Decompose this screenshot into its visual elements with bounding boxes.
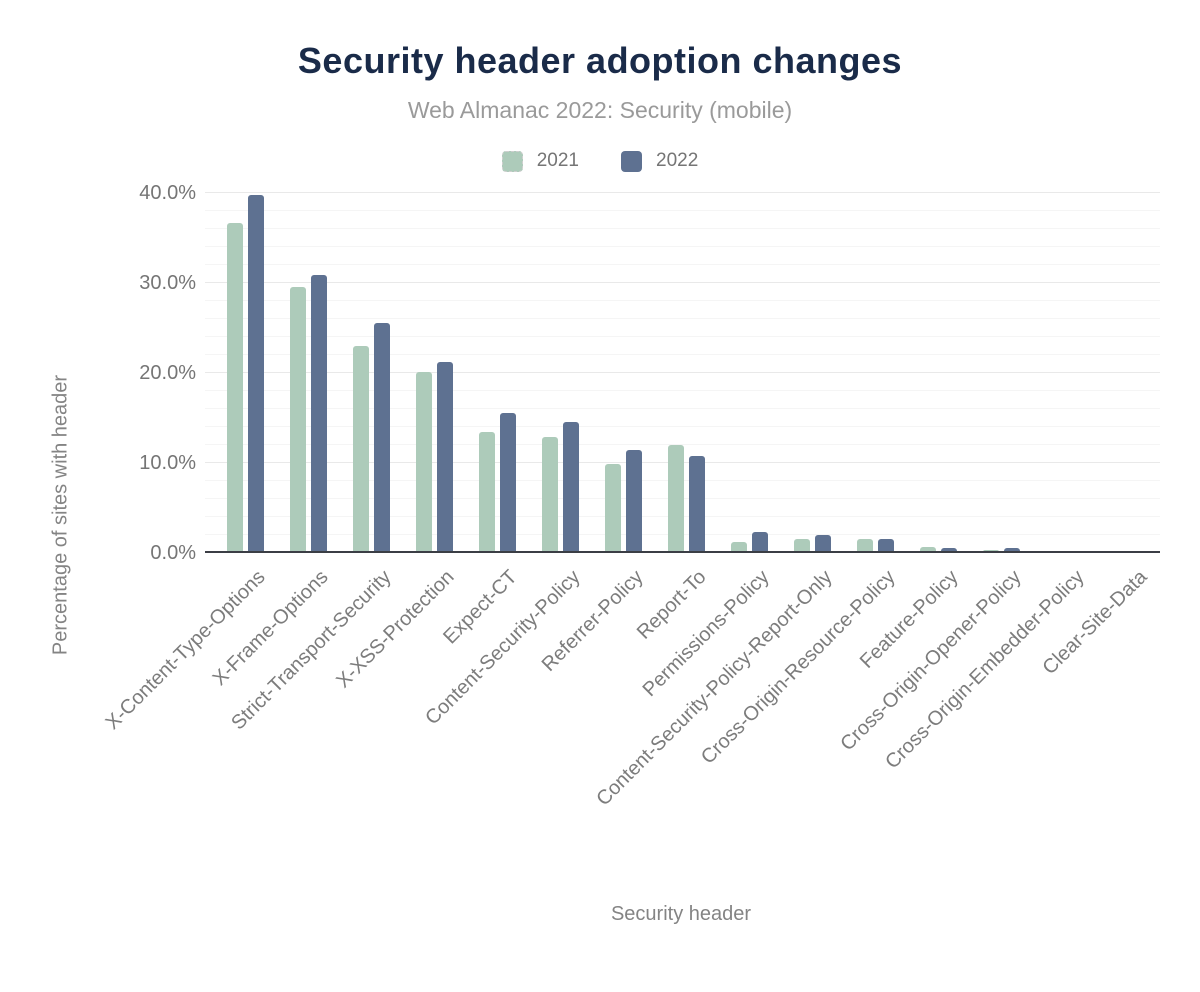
gridline bbox=[205, 426, 1160, 427]
y-tick-label: 10.0% bbox=[139, 452, 196, 474]
bar-2021 bbox=[542, 436, 558, 552]
bar-groups bbox=[214, 192, 1159, 552]
bar-2022 bbox=[374, 322, 390, 552]
legend-label-2021: 2021 bbox=[536, 150, 579, 171]
legend-swatch-2021 bbox=[501, 150, 523, 172]
bar-2021 bbox=[794, 539, 810, 552]
gridline bbox=[205, 282, 1160, 283]
chart-title: Security header adoption changes bbox=[297, 40, 903, 81]
y-tick-label: 40.0% bbox=[139, 182, 196, 204]
bar-group bbox=[781, 534, 844, 552]
x-axis-title: Security header bbox=[610, 903, 752, 925]
gridline bbox=[205, 408, 1160, 409]
bar-2022 bbox=[941, 547, 957, 552]
x-tick-label: Content-Security-Policy-Report-Only bbox=[591, 566, 837, 811]
bar-2022 bbox=[878, 539, 894, 552]
bar-2021 bbox=[416, 372, 432, 552]
bar-2021 bbox=[353, 345, 369, 552]
legend-label-2022: 2022 bbox=[656, 150, 699, 171]
bar-2022 bbox=[500, 412, 516, 552]
gridline bbox=[205, 336, 1160, 337]
bar-2021 bbox=[668, 444, 684, 552]
gridline bbox=[205, 246, 1160, 247]
y-axis-title: Percentage of sites with header bbox=[49, 374, 72, 656]
bar-group bbox=[403, 362, 466, 552]
bar-2021 bbox=[731, 542, 747, 552]
bar-2021 bbox=[479, 432, 495, 552]
x-tick-label: X-XSS-Protection bbox=[331, 566, 459, 693]
y-tick-label: 20.0% bbox=[139, 362, 196, 384]
gridline bbox=[205, 228, 1160, 229]
legend-item-2022: 2022 bbox=[621, 150, 698, 172]
bar-group bbox=[592, 450, 655, 552]
bar-group bbox=[907, 546, 970, 552]
y-tick-label: 30.0% bbox=[139, 272, 196, 294]
gridline bbox=[205, 210, 1160, 211]
bar-2021 bbox=[605, 463, 621, 552]
legend: 2021 2022 bbox=[0, 150, 1200, 172]
gridline bbox=[205, 300, 1160, 301]
bar-2022 bbox=[437, 362, 453, 552]
bar-2021 bbox=[920, 546, 936, 552]
bar-2022 bbox=[626, 450, 642, 552]
gridline bbox=[205, 354, 1160, 355]
bar-group bbox=[277, 274, 340, 552]
bar-2021 bbox=[857, 538, 873, 552]
bar-2022 bbox=[311, 274, 327, 552]
bar-group bbox=[466, 412, 529, 552]
bar-group bbox=[718, 532, 781, 552]
bar-group bbox=[844, 538, 907, 552]
bar-2022 bbox=[1004, 548, 1020, 552]
y-tick-label: 0.0% bbox=[150, 542, 196, 564]
x-tick-label: X-Frame-Options bbox=[208, 566, 333, 691]
gridline bbox=[205, 390, 1160, 391]
bar-group bbox=[340, 322, 403, 552]
gridline bbox=[205, 444, 1160, 445]
x-axis-line bbox=[205, 551, 1160, 553]
bar-2022 bbox=[563, 422, 579, 552]
bar-2022 bbox=[248, 194, 264, 552]
gridline bbox=[205, 318, 1160, 319]
legend-swatch-2022 bbox=[621, 150, 642, 172]
bar-group bbox=[214, 194, 277, 552]
chart-subtitle: Web Almanac 2022: Security (mobile) bbox=[407, 97, 793, 123]
bar-group bbox=[655, 444, 718, 552]
bar-group bbox=[529, 422, 592, 552]
gridline bbox=[205, 372, 1160, 373]
bar-2021 bbox=[290, 287, 306, 552]
gridline bbox=[205, 192, 1160, 193]
bar-2022 bbox=[752, 532, 768, 552]
bar-2022 bbox=[689, 455, 705, 552]
gridline bbox=[205, 264, 1160, 265]
bar-2021 bbox=[227, 222, 243, 552]
bar-2022 bbox=[815, 534, 831, 552]
legend-item-2021: 2021 bbox=[501, 150, 579, 172]
